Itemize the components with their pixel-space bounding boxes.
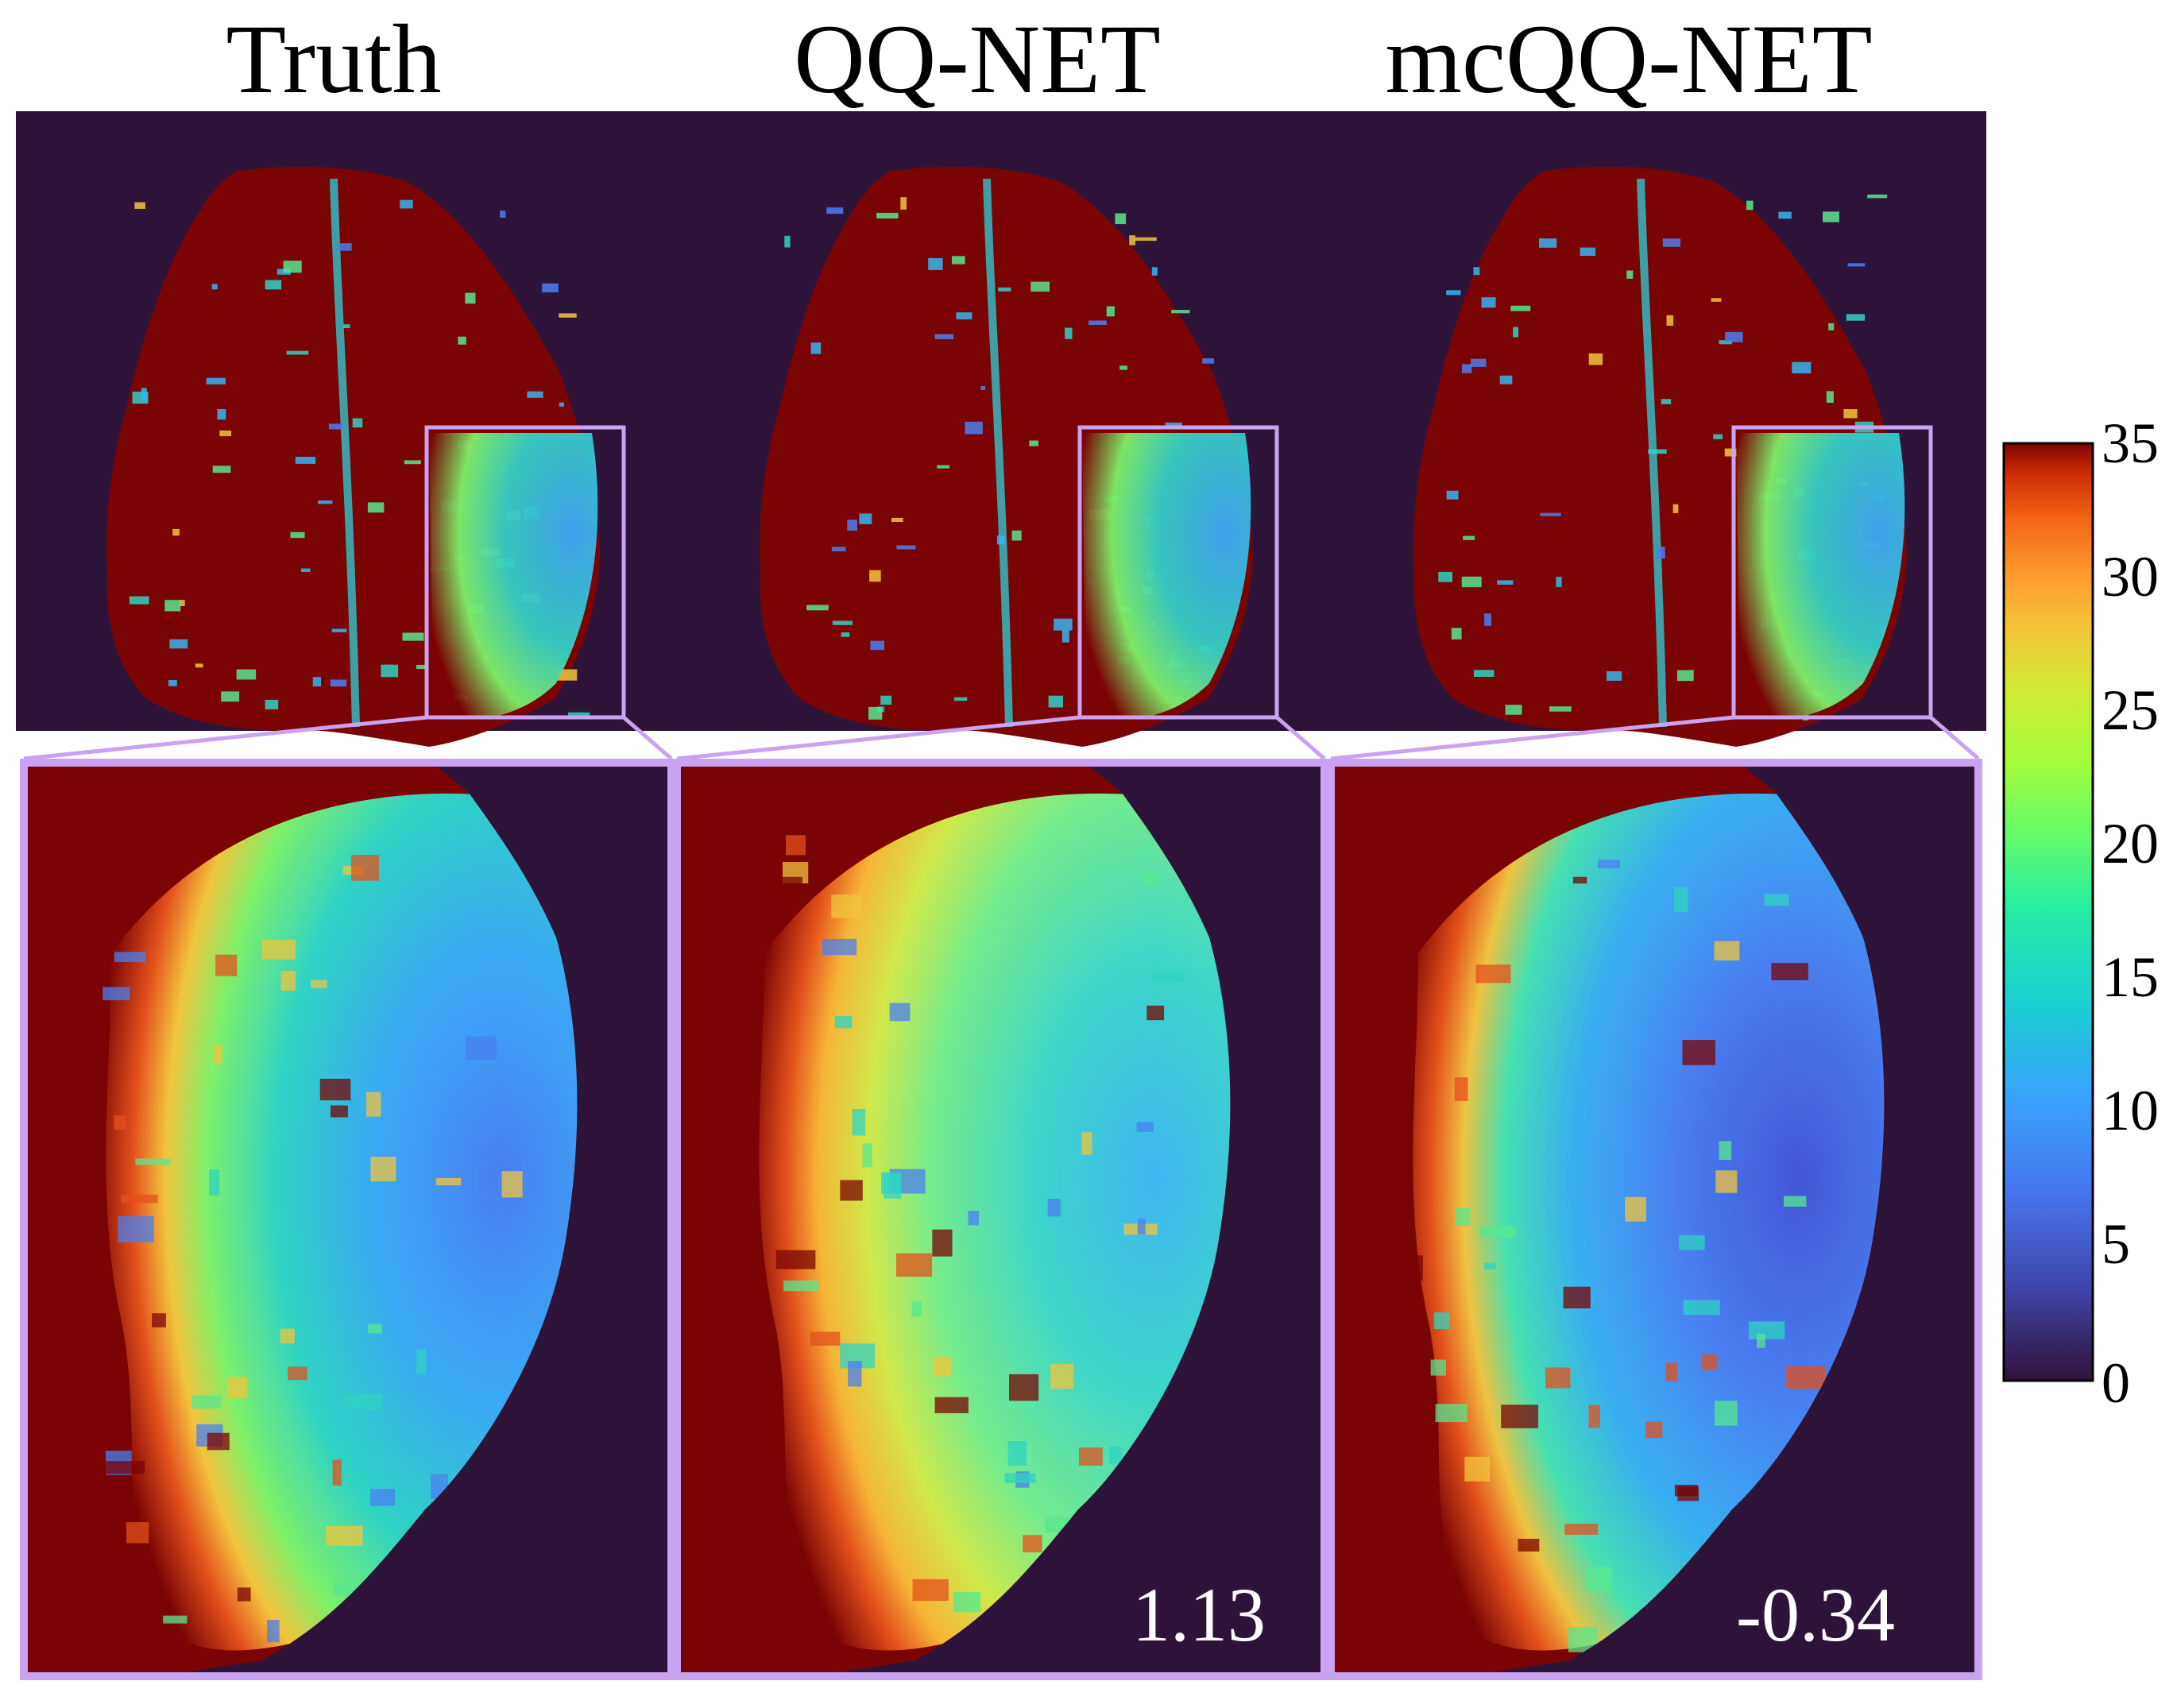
zoom-panel-mcqq-net xyxy=(1327,759,1982,1680)
roi-box xyxy=(1731,425,1933,720)
colorbar-tick-10: 10 xyxy=(2102,1079,2159,1142)
column-title-truth: Truth xyxy=(226,5,442,114)
colorbar-tick-0: 0 xyxy=(2102,1351,2130,1415)
colorbar-tick-15: 15 xyxy=(2102,945,2159,1009)
colorbar-tick-5: 5 xyxy=(2102,1212,2130,1276)
brain-overview-truth xyxy=(23,167,673,761)
colorbar-tick-30: 30 xyxy=(2102,545,2159,609)
roi-box xyxy=(1077,425,1279,720)
column-title-mcqq-net: mcQQ-NET xyxy=(1385,5,1873,114)
colorbar-tick-20: 20 xyxy=(2102,812,2159,875)
roi-box xyxy=(424,425,626,720)
colorbar-tick-25: 25 xyxy=(2102,678,2159,742)
zoom-panel-qq-net xyxy=(673,759,1328,1680)
column-title-qq-net: QQ-NET xyxy=(794,5,1161,114)
brain-overview-qq-net xyxy=(676,167,1326,761)
zoom-panel-truth xyxy=(20,759,675,1680)
colorbar xyxy=(2002,442,2094,1382)
score-qq-net: 1.13 xyxy=(1132,1572,1266,1657)
score-mcqq-net: -0.34 xyxy=(1736,1572,1895,1657)
brain-overview-mcqq-net xyxy=(1330,167,1980,761)
colorbar-tick-35: 35 xyxy=(2102,412,2159,475)
